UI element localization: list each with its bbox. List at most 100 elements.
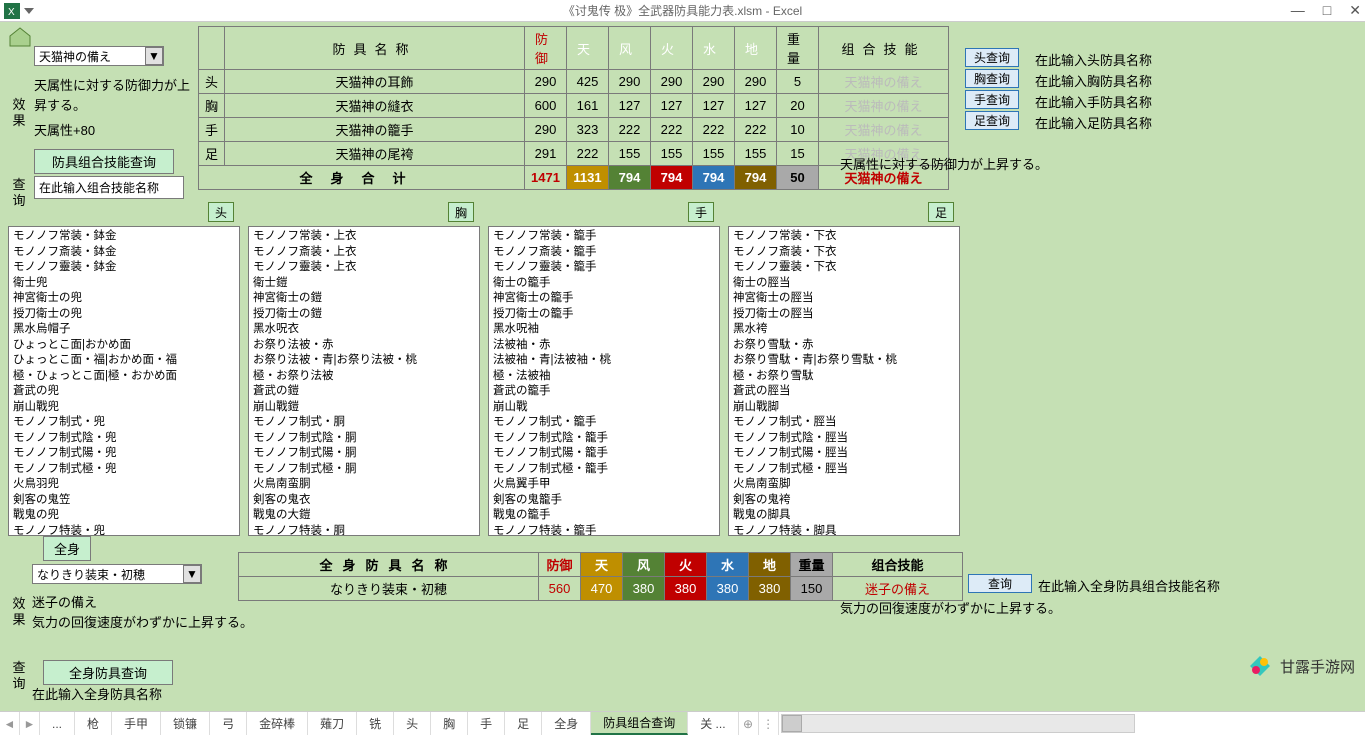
list-item[interactable]: 剣客の鬼籠手 xyxy=(493,493,715,509)
list-item[interactable]: 黑水袴 xyxy=(733,322,955,338)
list-item[interactable]: 授刀衛士の兜 xyxy=(13,307,235,323)
list-item[interactable]: 神宮衛士の脛当 xyxy=(733,291,955,307)
list-item[interactable]: 戰鬼の籠手 xyxy=(493,508,715,524)
list-item[interactable]: 崩山戰 xyxy=(493,400,715,416)
list-item[interactable]: モノノフ制式陽・籠手 xyxy=(493,446,715,462)
skill-name-input[interactable]: 在此输入组合技能名称 xyxy=(34,176,184,199)
list-item[interactable]: モノノフ斎装・上衣 xyxy=(253,245,475,261)
list-item[interactable]: モノノフ特装・胴 xyxy=(253,524,475,536)
slot-query-button[interactable]: 胸查询 xyxy=(965,69,1019,88)
list-item[interactable]: モノノフ制式極・籠手 xyxy=(493,462,715,478)
list-item[interactable]: モノノフ斎装・鉢金 xyxy=(13,245,235,261)
list-item[interactable]: モノノフ靈装・籠手 xyxy=(493,260,715,276)
list-item[interactable]: モノノフ制式陽・兜 xyxy=(13,446,235,462)
list-item[interactable]: 戰鬼の大鎧 xyxy=(253,508,475,524)
list-item[interactable]: モノノフ制式・兜 xyxy=(13,415,235,431)
list-item[interactable]: ひょっとこ面|おかめ面 xyxy=(13,338,235,354)
list-item[interactable]: 衛士の籠手 xyxy=(493,276,715,292)
list-item[interactable]: 崩山戰脚 xyxy=(733,400,955,416)
sheet-tab[interactable]: 锁镰 xyxy=(161,712,210,735)
fullbody-dropdown[interactable]: なりきり装束・初穂 ▼ xyxy=(32,564,202,584)
list-item[interactable]: モノノフ制式極・胴 xyxy=(253,462,475,478)
armor-listbox[interactable]: モノノフ常装・鉢金モノノフ斎装・鉢金モノノフ靈装・鉢金衛士兜神宮衛士の兜授刀衛士… xyxy=(8,226,240,536)
list-item[interactable]: 神宮衛士の兜 xyxy=(13,291,235,307)
armor-listbox[interactable]: モノノフ常装・上衣モノノフ斎装・上衣モノノフ靈装・上衣衛士鎧神宮衛士の鎧授刀衛士… xyxy=(248,226,480,536)
armor-set-dropdown[interactable]: 天猫神の備え ▼ xyxy=(34,46,164,66)
list-item[interactable]: 剣客の鬼衣 xyxy=(253,493,475,509)
list-item[interactable]: モノノフ制式陽・胴 xyxy=(253,446,475,462)
list-item[interactable]: モノノフ制式陽・脛当 xyxy=(733,446,955,462)
horizontal-scrollbar[interactable] xyxy=(781,714,1135,733)
list-item[interactable]: お祭り法被・青|お祭り法被・桃 xyxy=(253,353,475,369)
list-item[interactable]: 法被袖・赤 xyxy=(493,338,715,354)
list-item[interactable]: 戰鬼の兜 xyxy=(13,508,235,524)
list-item[interactable]: モノノフ常装・籠手 xyxy=(493,229,715,245)
sheet-tab[interactable]: 关 ... xyxy=(688,712,738,735)
sheet-tab[interactable]: 弓 xyxy=(210,712,247,735)
list-item[interactable]: 蒼武の兜 xyxy=(13,384,235,400)
list-item[interactable]: モノノフ特装・脚具 xyxy=(733,524,955,536)
armor-skill-query-button[interactable]: 防具组合技能查询 xyxy=(34,149,174,174)
list-item[interactable]: モノノフ常装・下衣 xyxy=(733,229,955,245)
sheet-tab[interactable]: 胸 xyxy=(431,712,468,735)
list-item[interactable]: 衛士兜 xyxy=(13,276,235,292)
list-item[interactable]: 火鳥南蛮脚 xyxy=(733,477,955,493)
close-button[interactable]: ✕ xyxy=(1349,2,1361,19)
list-item[interactable]: モノノフ制式極・兜 xyxy=(13,462,235,478)
slot-query-button[interactable]: 头查询 xyxy=(965,48,1019,67)
list-item[interactable]: 法被袖・青|法被袖・桃 xyxy=(493,353,715,369)
list-item[interactable]: モノノフ靈装・下衣 xyxy=(733,260,955,276)
tab-next[interactable]: ► xyxy=(20,712,40,735)
chevron-down-icon[interactable]: ▼ xyxy=(145,47,163,65)
fullbody-button[interactable]: 全身 xyxy=(43,536,91,561)
list-item[interactable]: モノノフ制式・籠手 xyxy=(493,415,715,431)
list-item[interactable]: 崩山戰鎧 xyxy=(253,400,475,416)
list-item[interactable]: お祭り法被・赤 xyxy=(253,338,475,354)
list-item[interactable]: 極・お祭り法被 xyxy=(253,369,475,385)
list-item[interactable]: 剣客の鬼笠 xyxy=(13,493,235,509)
list-item[interactable]: モノノフ制式・胴 xyxy=(253,415,475,431)
armor-listbox[interactable]: モノノフ常装・下衣モノノフ斎装・下衣モノノフ靈装・下衣衛士の脛当神宮衛士の脛当授… xyxy=(728,226,960,536)
slot-query-button[interactable]: 手查询 xyxy=(965,90,1019,109)
list-item[interactable]: 蒼武の籠手 xyxy=(493,384,715,400)
list-item[interactable]: モノノフ制式陰・胴 xyxy=(253,431,475,447)
fullbody-query-button[interactable]: 全身防具查询 xyxy=(43,660,173,685)
list-item[interactable]: 極・お祭り雪駄 xyxy=(733,369,955,385)
list-item[interactable]: お祭り雪駄・青|お祭り雪駄・桃 xyxy=(733,353,955,369)
chevron-down-icon[interactable]: ▼ xyxy=(183,565,201,583)
sheet-tab[interactable]: ... xyxy=(40,712,75,735)
sheet-tab[interactable]: 头 xyxy=(394,712,431,735)
list-item[interactable]: モノノフ斎装・下衣 xyxy=(733,245,955,261)
sheet-tab[interactable]: 薙刀 xyxy=(308,712,357,735)
list-item[interactable]: 蒼武の脛当 xyxy=(733,384,955,400)
list-item[interactable]: モノノフ靈装・鉢金 xyxy=(13,260,235,276)
sheet-tab[interactable]: 全身 xyxy=(542,712,591,735)
list-item[interactable]: 黑水呪衣 xyxy=(253,322,475,338)
list-item[interactable]: 極・法被袖 xyxy=(493,369,715,385)
list-item[interactable]: 授刀衛士の脛当 xyxy=(733,307,955,323)
fullbody-skill-query-button[interactable]: 查询 xyxy=(968,574,1032,593)
list-item[interactable]: モノノフ斎装・籠手 xyxy=(493,245,715,261)
list-item[interactable]: モノノフ制式陰・脛当 xyxy=(733,431,955,447)
list-item[interactable]: 神宮衛士の鎧 xyxy=(253,291,475,307)
list-item[interactable]: 蒼武の鎧 xyxy=(253,384,475,400)
sheet-tab[interactable]: 金碎棒 xyxy=(247,712,308,735)
list-item[interactable]: 黑水烏帽子 xyxy=(13,322,235,338)
list-item[interactable]: お祭り雪駄・赤 xyxy=(733,338,955,354)
minimize-button[interactable]: — xyxy=(1291,2,1305,19)
list-item[interactable]: 火鳥羽兜 xyxy=(13,477,235,493)
list-item[interactable]: モノノフ制式・脛当 xyxy=(733,415,955,431)
sheet-tab[interactable]: 手甲 xyxy=(112,712,161,735)
list-item[interactable]: 授刀衛士の籠手 xyxy=(493,307,715,323)
list-item[interactable]: モノノフ制式陰・籠手 xyxy=(493,431,715,447)
maximize-button[interactable]: □ xyxy=(1323,2,1331,19)
list-item[interactable]: 火鳥翼手甲 xyxy=(493,477,715,493)
sheet-tab[interactable]: 手 xyxy=(468,712,505,735)
list-item[interactable]: モノノフ靈装・上衣 xyxy=(253,260,475,276)
armor-listbox[interactable]: モノノフ常装・籠手モノノフ斎装・籠手モノノフ靈装・籠手衛士の籠手神宮衛士の籠手授… xyxy=(488,226,720,536)
dropdown-icon[interactable] xyxy=(24,8,34,14)
list-item[interactable]: ひょっとこ面・福|おかめ面・福 xyxy=(13,353,235,369)
list-item[interactable]: 衛士鎧 xyxy=(253,276,475,292)
list-item[interactable]: 授刀衛士の鎧 xyxy=(253,307,475,323)
sheet-tab[interactable]: 防具组合查询 xyxy=(591,712,688,735)
